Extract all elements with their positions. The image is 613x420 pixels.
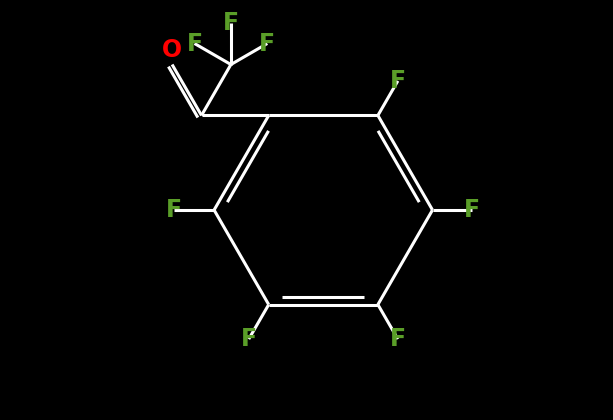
Text: F: F xyxy=(390,327,406,351)
Text: F: F xyxy=(259,32,275,55)
Text: F: F xyxy=(186,32,202,55)
Text: F: F xyxy=(223,10,239,34)
Text: O: O xyxy=(162,38,182,63)
Text: F: F xyxy=(464,198,481,222)
Text: F: F xyxy=(390,69,406,93)
Text: F: F xyxy=(166,198,182,222)
Text: F: F xyxy=(241,327,257,351)
